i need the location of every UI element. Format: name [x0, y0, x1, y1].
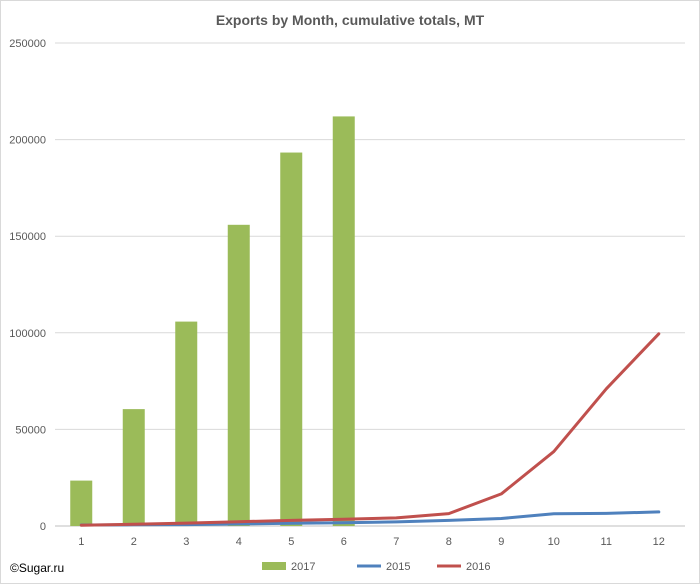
bar-2017-6 [332, 116, 355, 526]
x-tick-label: 4 [236, 536, 242, 548]
bar-series-group [70, 116, 355, 526]
bar-2017-1 [70, 480, 93, 526]
x-tick-label: 5 [288, 536, 294, 548]
y-tick-label: 250000 [9, 38, 46, 50]
legend-label-2016: 2016 [466, 561, 490, 573]
x-tick-label: 8 [446, 536, 452, 548]
x-tick-label: 10 [548, 536, 560, 548]
x-tick-label: 2 [131, 536, 137, 548]
y-tick-label: 150000 [9, 231, 46, 243]
legend-swatch-2017 [262, 562, 286, 570]
chart-legend: 2017 2015 2016 [262, 561, 490, 573]
x-tick-label: 11 [601, 536, 612, 548]
y-tick-label: 50000 [15, 424, 46, 436]
chart-title: Exports by Month, cumulative totals, MT [216, 12, 485, 28]
x-tick-label: 6 [341, 536, 347, 548]
x-tick-label: 7 [393, 536, 399, 548]
chart-gridlines [55, 42, 685, 527]
line-series-2016 [79, 332, 661, 527]
bar-2017-4 [227, 224, 250, 526]
x-tick-label: 1 [78, 536, 84, 548]
x-axis-tick-labels: 1 2 3 4 5 6 7 8 9 10 11 12 [78, 536, 665, 548]
credit-text: ©Sugar.ru [10, 561, 64, 575]
y-tick-label: 200000 [9, 135, 46, 147]
x-tick-label: 12 [653, 536, 665, 548]
x-tick-label: 9 [498, 536, 504, 548]
bar-2017-2 [122, 409, 145, 526]
legend-label-2017: 2017 [291, 561, 315, 573]
y-tick-label: 100000 [9, 328, 46, 340]
x-tick-label: 3 [183, 536, 189, 548]
bar-2017-3 [175, 321, 198, 526]
y-tick-label: 0 [40, 521, 46, 533]
legend-label-2015: 2015 [386, 561, 410, 573]
y-axis-tick-labels: 0 50000 100000 150000 200000 250000 [9, 38, 46, 533]
bar-2017-5 [280, 152, 303, 526]
line-series-group [79, 332, 661, 527]
